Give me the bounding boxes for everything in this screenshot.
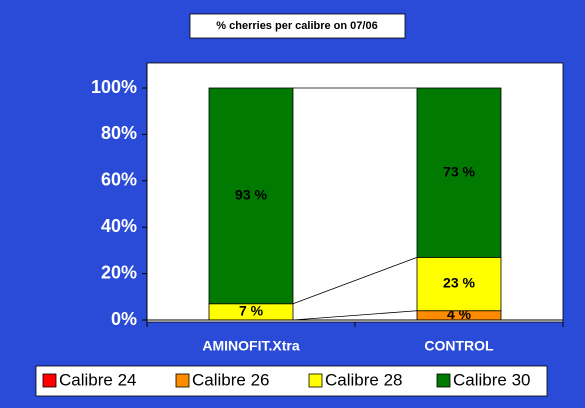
chart-title: % cherries per calibre on 07/06 [216,20,377,32]
y-tick-label: 60% [101,170,137,190]
legend-label: Calibre 24 [59,370,137,389]
x-tick-label: AMINOFIT.Xtra [202,338,299,354]
series-line [292,310,418,321]
data-label: 7 % [239,303,264,319]
bar-segment [416,256,502,312]
bar-segment [208,87,294,305]
data-label: 23 % [443,275,475,291]
legend-swatch [175,373,190,388]
legend-label: Calibre 26 [192,370,270,389]
bar-segment [416,87,502,258]
legend-label: Calibre 30 [453,370,531,389]
y-tick-label: 100% [91,77,137,97]
y-tick-label: 20% [101,262,137,282]
legend-swatch [436,373,451,388]
data-label: 93 % [235,187,267,203]
data-label: 73 % [443,163,475,179]
x-tick-label: CONTROL [424,338,494,354]
legend-swatch [308,373,323,388]
legend-label: Calibre 28 [325,370,403,389]
y-tick-label: 80% [101,123,137,143]
y-tick-label: 0% [111,309,137,329]
legend-swatch [42,373,57,388]
legend-box [35,365,548,397]
title-box [189,13,406,39]
series-line [292,256,418,305]
y-tick-label: 40% [101,216,137,236]
